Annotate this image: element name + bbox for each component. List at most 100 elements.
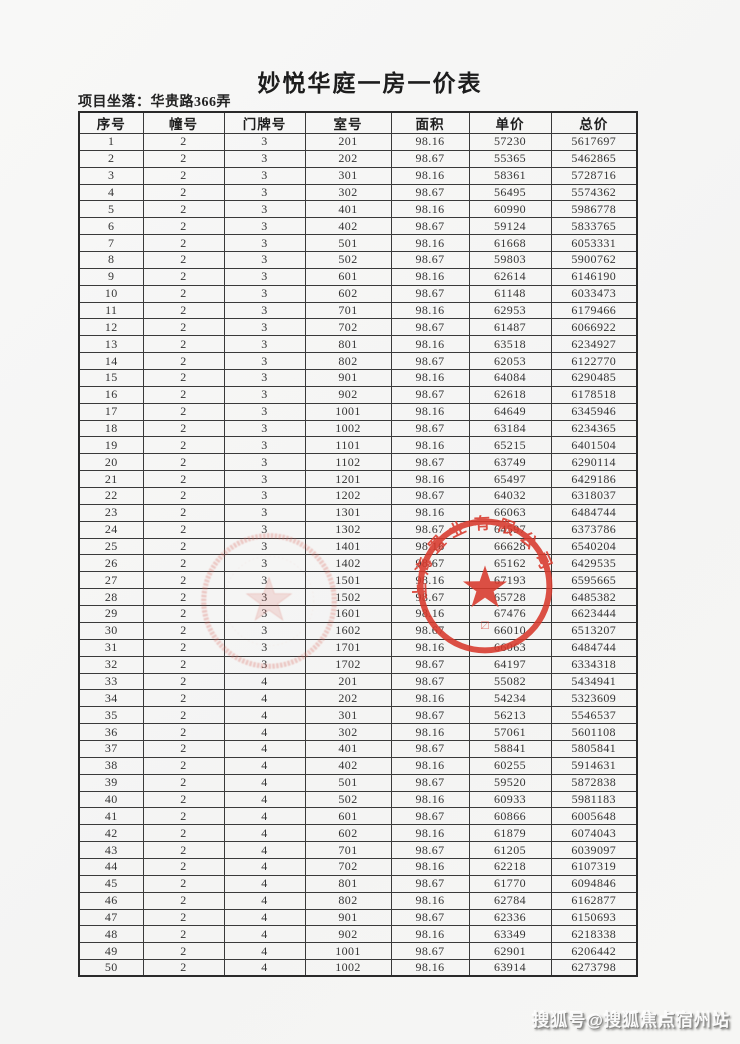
cell: 902 <box>304 385 392 404</box>
cell: 67476 <box>468 605 552 623</box>
cell: 802 <box>304 891 392 910</box>
cell: 98.16 <box>390 638 470 657</box>
cell: 2 <box>142 689 225 708</box>
cell: 64197 <box>468 655 552 674</box>
cell: 1 <box>78 133 144 151</box>
cell: 3 <box>223 605 306 623</box>
cell: 59803 <box>468 251 552 269</box>
table-row: 7 2 3 501 98.16 61668 6053331 <box>78 234 638 253</box>
cell: 65215 <box>468 436 552 455</box>
cell: 63349 <box>468 925 552 944</box>
cell: 98.16 <box>390 571 470 590</box>
cell: 2 <box>142 959 225 977</box>
table-row: 5 2 3 401 98.16 60990 5986778 <box>78 200 638 219</box>
cell: 98.67 <box>390 841 470 859</box>
cell: 98.67 <box>390 183 470 202</box>
cell: 2 <box>142 554 225 573</box>
cell: 1002 <box>304 959 392 977</box>
cell: 54234 <box>468 689 552 708</box>
cell: 98.16 <box>390 756 470 775</box>
cell: 44 <box>78 857 144 876</box>
table-row: 13 2 3 801 98.16 63518 6234927 <box>78 335 638 354</box>
cell: 17 <box>78 402 144 421</box>
cell: 502 <box>304 251 392 269</box>
cell: 98.67 <box>390 318 470 337</box>
cell: 1002 <box>304 419 392 438</box>
cell: 2 <box>142 638 225 657</box>
cell: 98.16 <box>390 470 470 489</box>
table-row: 20 2 3 1102 98.67 63749 6290114 <box>78 453 638 472</box>
cell: 702 <box>304 857 392 876</box>
cell: 10 <box>78 284 144 303</box>
cell: 4 <box>223 689 306 708</box>
table-row: 32 2 3 1702 98.67 64197 6334318 <box>78 655 638 674</box>
cell: 59520 <box>468 773 552 792</box>
cell: 6005648 <box>550 807 638 826</box>
cell: 67193 <box>468 571 552 590</box>
cell: 1601 <box>304 605 392 623</box>
cell: 39 <box>78 773 144 792</box>
cell: 2 <box>142 487 225 505</box>
table-row: 11 2 3 701 98.16 62953 6179466 <box>78 301 638 320</box>
cell: 3 <box>223 621 306 640</box>
cell: 61205 <box>468 841 552 859</box>
cell: 3 <box>223 571 306 590</box>
cell: 62784 <box>468 891 552 910</box>
cell: 98.67 <box>390 149 470 168</box>
cell: 301 <box>304 706 392 725</box>
table-row: 24 2 3 1302 98.67 64597 6373786 <box>78 520 638 539</box>
column-header: 序号 <box>78 111 144 134</box>
cell: 19 <box>78 436 144 455</box>
cell: 1102 <box>304 453 392 472</box>
cell: 5805841 <box>550 739 638 758</box>
cell: 98.67 <box>390 385 470 404</box>
table-row: 15 2 3 901 98.16 64084 6290485 <box>78 369 638 387</box>
table-row: 47 2 4 901 98.67 62336 6150693 <box>78 908 638 927</box>
cell: 1702 <box>304 655 392 674</box>
table-row: 19 2 3 1101 98.16 65215 6401504 <box>78 436 638 455</box>
cell: 6513207 <box>550 621 638 640</box>
cell: 98.67 <box>390 874 470 893</box>
cell: 201 <box>304 672 392 691</box>
cell: 5617697 <box>550 133 638 151</box>
cell: 98.67 <box>390 655 470 674</box>
cell: 3 <box>223 436 306 455</box>
cell: 98.16 <box>390 857 470 876</box>
cell: 6146190 <box>550 267 638 286</box>
cell: 3 <box>223 470 306 489</box>
cell: 6345946 <box>550 402 638 421</box>
cell: 98.16 <box>390 402 470 421</box>
cell: 2 <box>142 739 225 758</box>
cell: 6066922 <box>550 318 638 337</box>
cell: 98.67 <box>390 217 470 236</box>
cell: 4 <box>223 874 306 893</box>
cell: 2 <box>142 352 225 371</box>
cell: 27 <box>78 571 144 590</box>
cell: 47 <box>78 908 144 927</box>
table-row: 4 2 3 302 98.67 56495 5574362 <box>78 183 638 202</box>
cell: 5574362 <box>550 183 638 202</box>
cell: 902 <box>304 925 392 944</box>
table-row: 40 2 4 502 98.16 60933 5981183 <box>78 790 638 809</box>
cell: 55365 <box>468 149 552 168</box>
cell: 4 <box>223 841 306 859</box>
table-row: 44 2 4 702 98.16 62218 6107319 <box>78 857 638 876</box>
cell: 98.67 <box>390 672 470 691</box>
table-row: 46 2 4 802 98.16 62784 6162877 <box>78 891 638 910</box>
cell: 57230 <box>468 133 552 151</box>
cell: 1202 <box>304 487 392 505</box>
table-row: 10 2 3 602 98.67 61148 6033473 <box>78 284 638 303</box>
cell: 98.67 <box>390 706 470 725</box>
cell: 2 <box>142 419 225 438</box>
table-row: 8 2 3 502 98.67 59803 5900762 <box>78 251 638 269</box>
cell: 3 <box>223 352 306 371</box>
cell: 63914 <box>468 959 552 977</box>
cell: 2 <box>142 841 225 859</box>
cell: 2 <box>142 520 225 539</box>
cell: 35 <box>78 706 144 725</box>
cell: 2 <box>142 402 225 421</box>
cell: 62614 <box>468 267 552 286</box>
page-title: 妙悦华庭一房一价表 <box>257 71 483 96</box>
table-row: 36 2 4 302 98.16 57061 5601108 <box>78 723 638 741</box>
cell: 62053 <box>468 352 552 371</box>
